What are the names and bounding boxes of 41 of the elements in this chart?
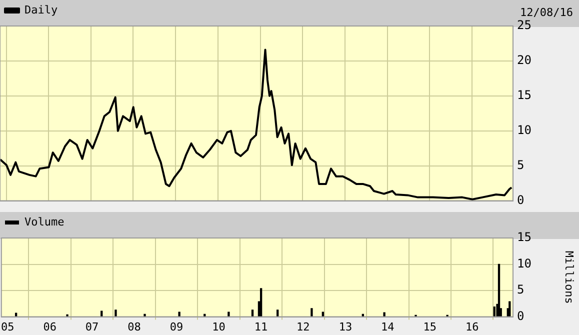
x-tick-label: 11 [254,320,268,334]
x-tick-label: 15 [423,320,436,334]
bar [508,301,511,317]
x-tick-label: 08 [128,320,141,334]
y-tick-label: 0 [517,192,524,207]
bar [260,288,262,317]
bar [276,310,279,317]
bar [383,312,386,317]
y-tick-label: 25 [517,18,532,32]
bar [228,312,230,317]
y-tick-label: 15 [517,230,532,244]
text: 12/08/16 [520,6,573,19]
y-tick-label: 0 [517,308,524,323]
y-tick-label: 15 [517,88,532,102]
x-tick-label: 09 [170,320,184,334]
x-tick-label: 10 [212,320,226,334]
y-tick-label: 10 [517,123,532,138]
x-tick-label: 05 [1,320,14,334]
bar [251,310,254,317]
y-axis-title: Millions [562,250,576,304]
legend-label: Daily [24,3,58,16]
bar [322,312,324,317]
legend-label: Volume [24,215,64,228]
x-tick-label: 13 [338,320,352,334]
bar [144,314,146,317]
x-tick-label: 16 [465,320,479,334]
bar [100,310,103,317]
bar [310,308,313,317]
x-tick-label: 12 [296,320,310,334]
bar [114,310,117,317]
x-tick-label: 06 [43,320,56,334]
y-tick-label: 20 [517,53,532,68]
x-tick-label: 07 [85,320,99,334]
bar [493,306,496,317]
bar [178,312,180,317]
bar [66,314,68,317]
y-tick-label: 5 [517,282,524,297]
bar [498,264,500,317]
y-tick-label: 10 [517,256,532,270]
y-tick-label: 5 [517,158,524,172]
x-tick-label: 14 [381,320,395,334]
